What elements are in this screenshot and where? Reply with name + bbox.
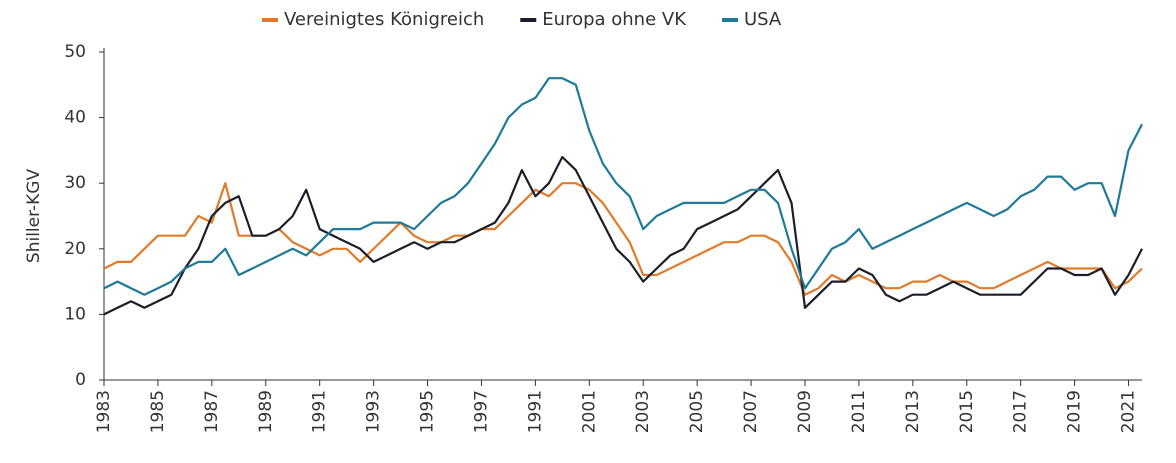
x-tick-label: 1997 bbox=[471, 390, 491, 433]
x-tick-label: 2019 bbox=[1065, 390, 1085, 433]
x-tick-label: 2007 bbox=[741, 390, 761, 433]
y-tick-label: 20 bbox=[64, 239, 86, 259]
x-tick-label: 1993 bbox=[364, 390, 384, 433]
y-axis-label: Shiller-KGV bbox=[24, 169, 44, 264]
y-tick-label: 40 bbox=[64, 108, 86, 128]
x-tick-label: 1991 bbox=[310, 390, 330, 433]
y-tick-label: 10 bbox=[64, 304, 86, 324]
legend-label: Europa ohne VK bbox=[542, 9, 687, 30]
series-line bbox=[103, 77, 1143, 296]
x-tick-label: 2017 bbox=[1011, 390, 1031, 433]
series-line bbox=[103, 182, 1143, 296]
x-tick-label: 1987 bbox=[202, 390, 222, 433]
series-line bbox=[103, 155, 1143, 316]
x-tick-label: 2021 bbox=[1119, 390, 1139, 433]
y-tick-label: 0 bbox=[75, 370, 86, 390]
x-tick-label: 2013 bbox=[903, 390, 923, 433]
legend-label: USA bbox=[744, 9, 782, 30]
x-tick-label: 2009 bbox=[795, 390, 815, 433]
x-tick-label: 1991 bbox=[525, 390, 545, 433]
x-tick-label: 2005 bbox=[687, 390, 707, 433]
legend-label: Vereinigtes Königreich bbox=[284, 9, 484, 30]
y-tick-label: 30 bbox=[64, 173, 86, 193]
x-tick-label: 2011 bbox=[849, 390, 869, 433]
y-tick-label: 50 bbox=[64, 42, 86, 62]
x-tick-label: 1989 bbox=[256, 390, 276, 433]
x-tick-label: 1983 bbox=[94, 390, 114, 433]
x-tick-label: 2015 bbox=[957, 390, 977, 433]
x-tick-label: 1995 bbox=[418, 390, 438, 433]
x-tick-label: 2003 bbox=[633, 390, 653, 433]
x-tick-label: 2001 bbox=[579, 390, 599, 433]
x-tick-label: 1985 bbox=[148, 390, 168, 433]
